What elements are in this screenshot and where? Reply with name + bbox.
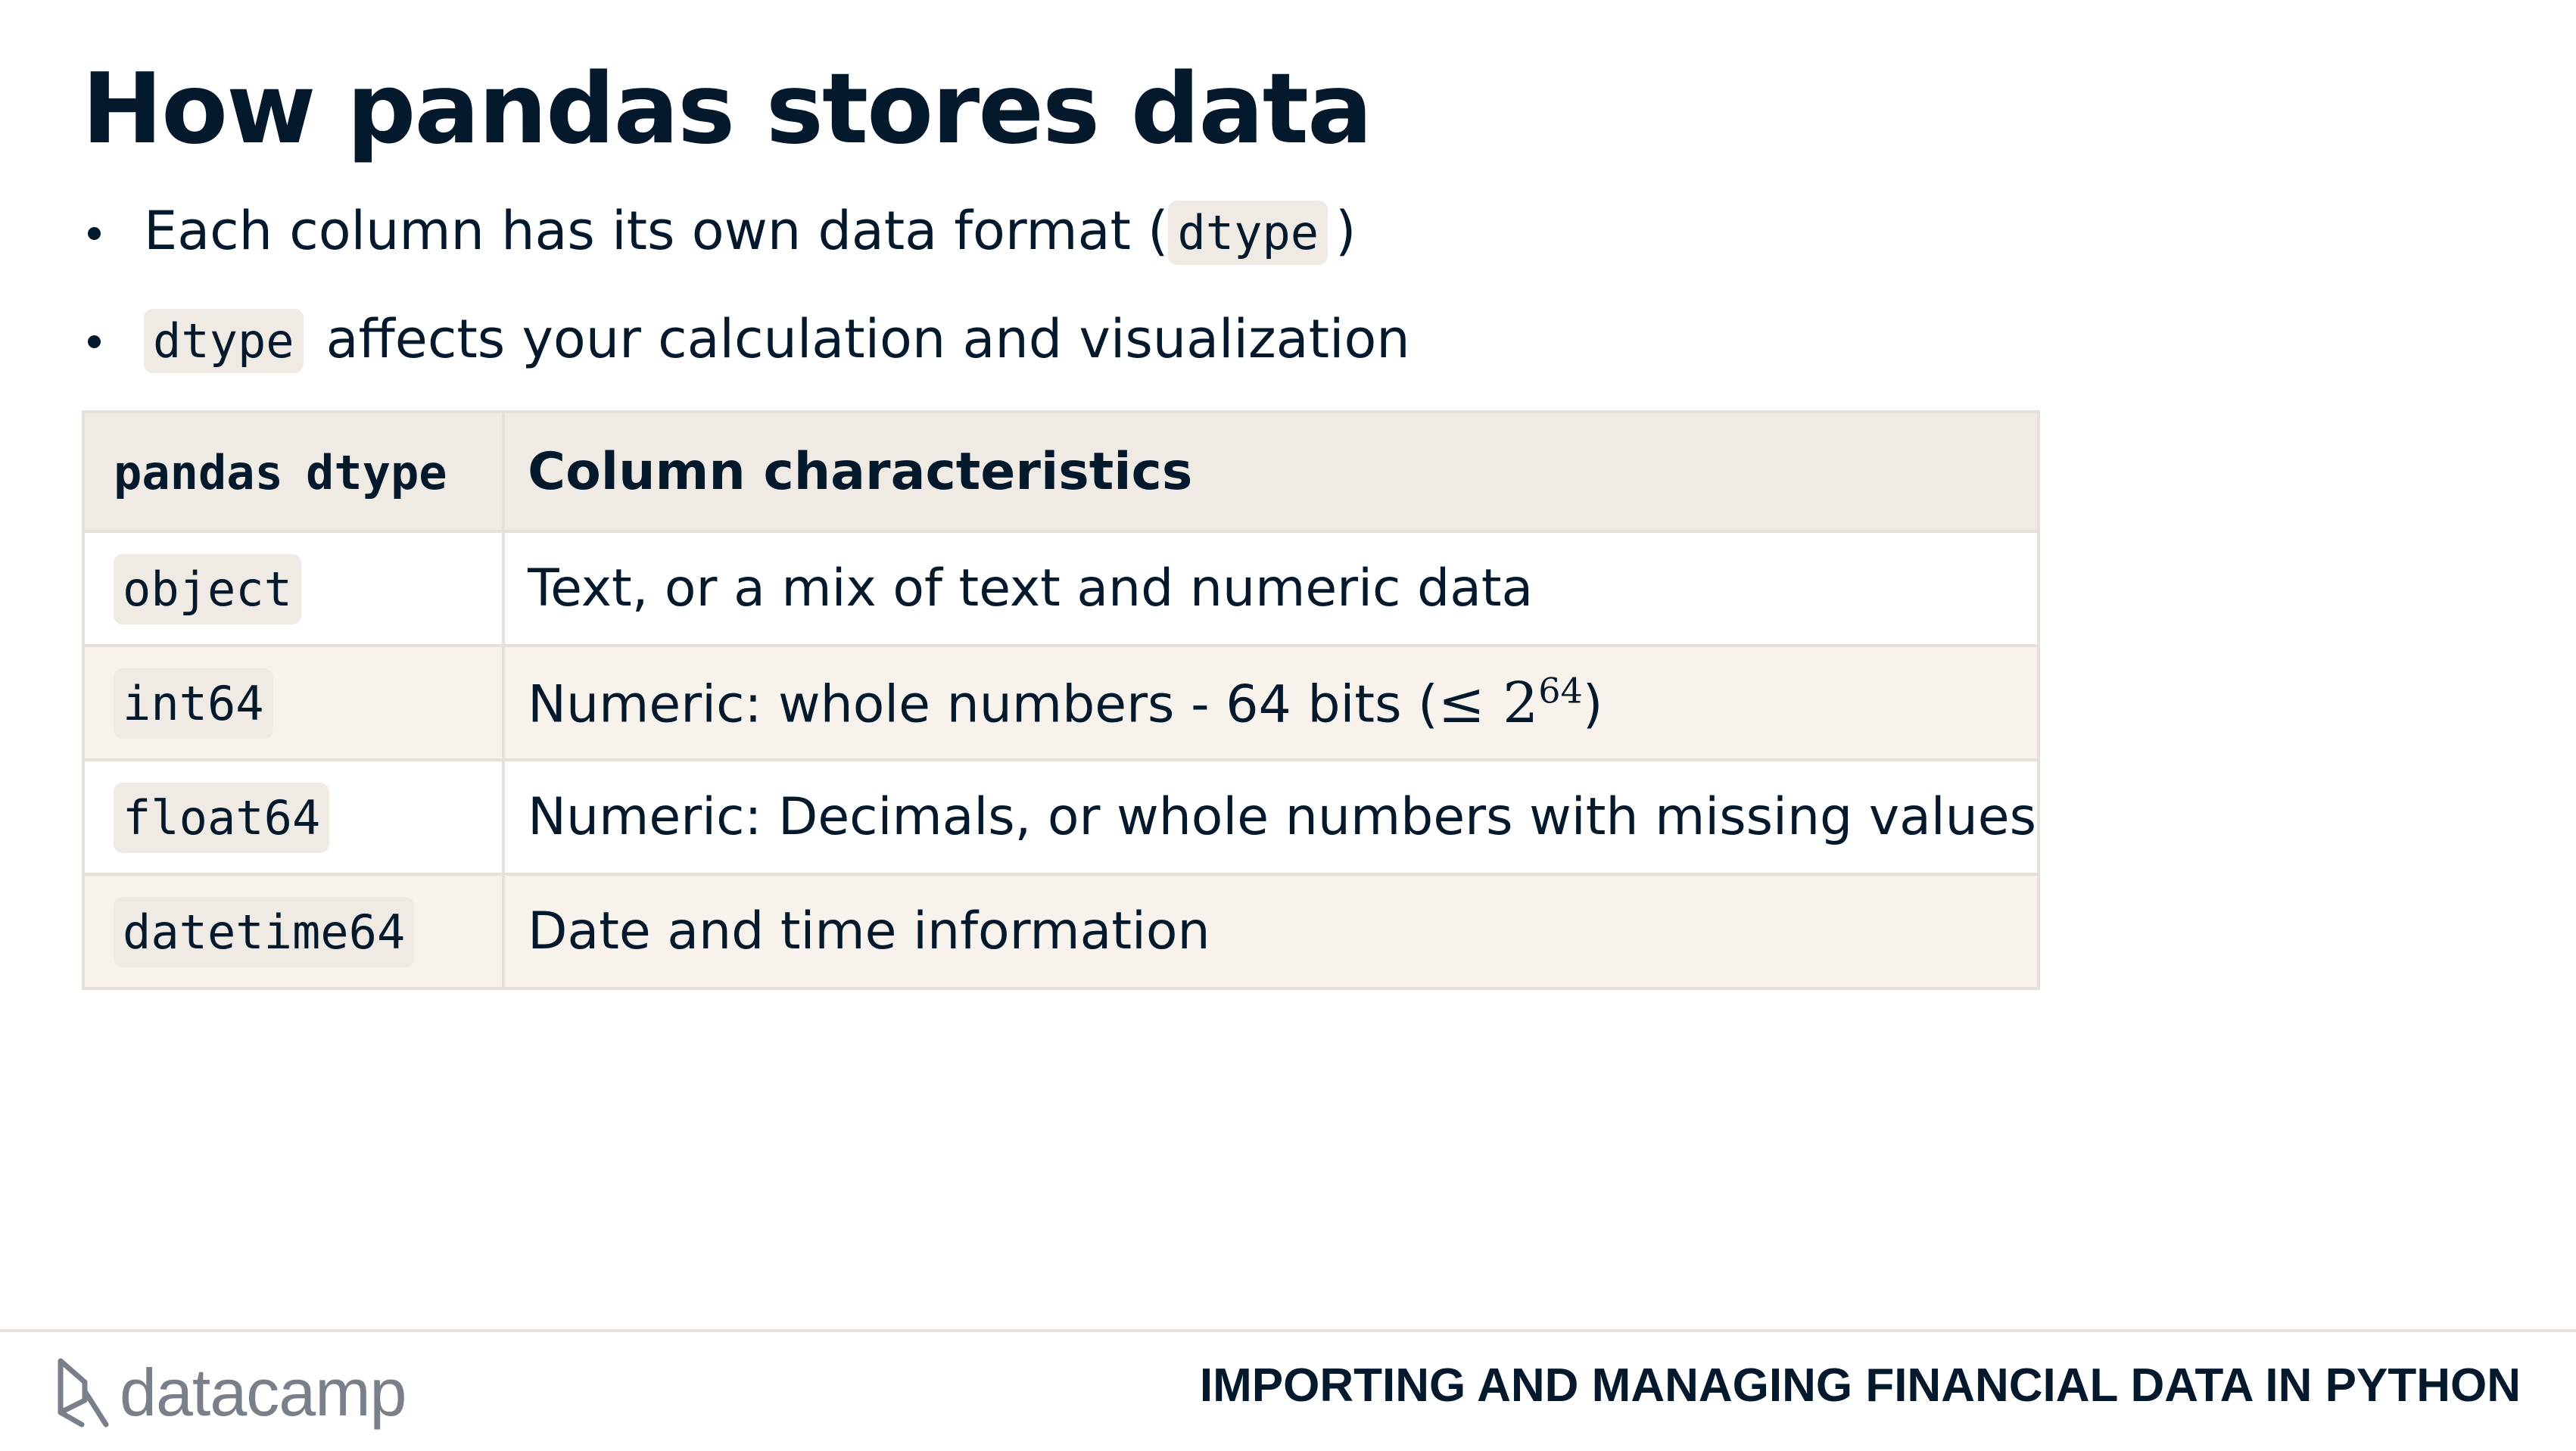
desc-cell: Numeric: whole numbers - 64 bits (≤ 264) (502, 644, 2040, 761)
footer-divider (0, 1329, 2576, 1332)
header-dtype: pandas dtype (81, 410, 506, 533)
bullet-1-text: Each column has its own data format ( (144, 200, 1169, 262)
table-header-row: pandas dtype Column characteristics (81, 410, 2040, 533)
dtype-cell: float64 (81, 758, 506, 876)
header-characteristics: Column characteristics (502, 410, 2040, 533)
dtype-cell: datetime64 (81, 873, 506, 990)
bullet-2-code: dtype (144, 309, 304, 373)
table-row: int64 Numeric: whole numbers - 64 bits (… (81, 644, 2040, 761)
course-title: IMPORTING AND MANAGING FINANCIAL DATA IN… (1199, 1359, 2521, 1412)
bullet-item-2: dtype affects your calculation and visual… (82, 297, 1410, 381)
table-row: object Text, or a mix of text and numeri… (81, 530, 2040, 647)
bullet-list: Each column has its own data format (dty… (82, 189, 1410, 406)
dtype-cell: int64 (81, 644, 506, 761)
math-expression: ≤ 264 (1438, 670, 1583, 736)
datacamp-logo: datacamp (51, 1351, 406, 1434)
desc-cell: Numeric: Decimals, or whole numbers with… (502, 758, 2040, 876)
logo-text: datacamp (120, 1355, 406, 1430)
datacamp-logo-icon (58, 1358, 109, 1428)
table-row: datetime64 Date and time information (81, 873, 2040, 990)
table-row: float64 Numeric: Decimals, or whole numb… (81, 758, 2040, 876)
bullet-1-close: ) (1335, 200, 1357, 262)
bullet-1-code: dtype (1168, 201, 1328, 265)
dtype-cell: object (81, 530, 506, 647)
desc-cell: Text, or a mix of text and numeric data (502, 530, 2040, 647)
slide-title: How pandas stores data (82, 53, 1372, 166)
bullet-item-1: Each column has its own data format (dty… (82, 189, 1410, 272)
dtype-table: pandas dtype Column characteristics objec… (81, 410, 2040, 990)
desc-cell: Date and time information (502, 873, 2040, 990)
bullet-2-text: affects your calculation and visualizati… (326, 308, 1410, 370)
